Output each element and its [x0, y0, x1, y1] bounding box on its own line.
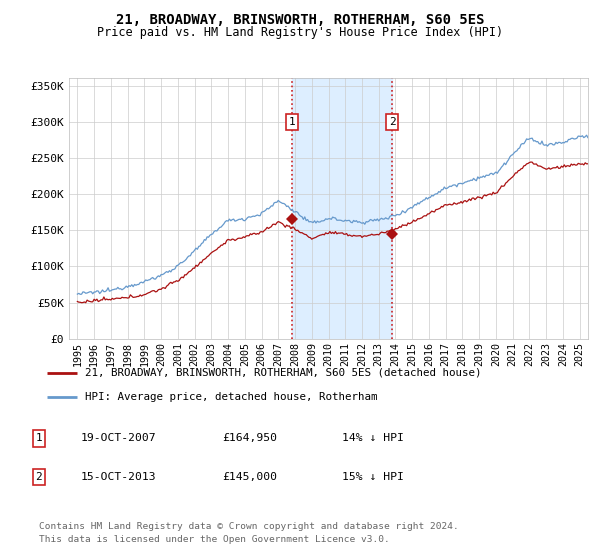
Text: 14% ↓ HPI: 14% ↓ HPI — [342, 433, 404, 444]
Text: 15-OCT-2013: 15-OCT-2013 — [81, 472, 157, 482]
Text: 21, BROADWAY, BRINSWORTH, ROTHERHAM, S60 5ES: 21, BROADWAY, BRINSWORTH, ROTHERHAM, S60… — [116, 13, 484, 27]
Bar — [292, 78, 392, 339]
Text: Price paid vs. HM Land Registry's House Price Index (HPI): Price paid vs. HM Land Registry's House … — [97, 26, 503, 39]
Text: 19-OCT-2007: 19-OCT-2007 — [81, 433, 157, 444]
Text: £145,000: £145,000 — [222, 472, 277, 482]
Text: 2: 2 — [389, 117, 395, 127]
Text: Contains HM Land Registry data © Crown copyright and database right 2024.
This d: Contains HM Land Registry data © Crown c… — [39, 522, 459, 544]
Text: 2: 2 — [35, 472, 43, 482]
Text: 15% ↓ HPI: 15% ↓ HPI — [342, 472, 404, 482]
Text: HPI: Average price, detached house, Rotherham: HPI: Average price, detached house, Roth… — [85, 392, 377, 402]
Text: 1: 1 — [35, 433, 43, 444]
Text: 21, BROADWAY, BRINSWORTH, ROTHERHAM, S60 5ES (detached house): 21, BROADWAY, BRINSWORTH, ROTHERHAM, S60… — [85, 368, 481, 378]
Text: £164,950: £164,950 — [222, 433, 277, 444]
Text: 1: 1 — [288, 117, 295, 127]
